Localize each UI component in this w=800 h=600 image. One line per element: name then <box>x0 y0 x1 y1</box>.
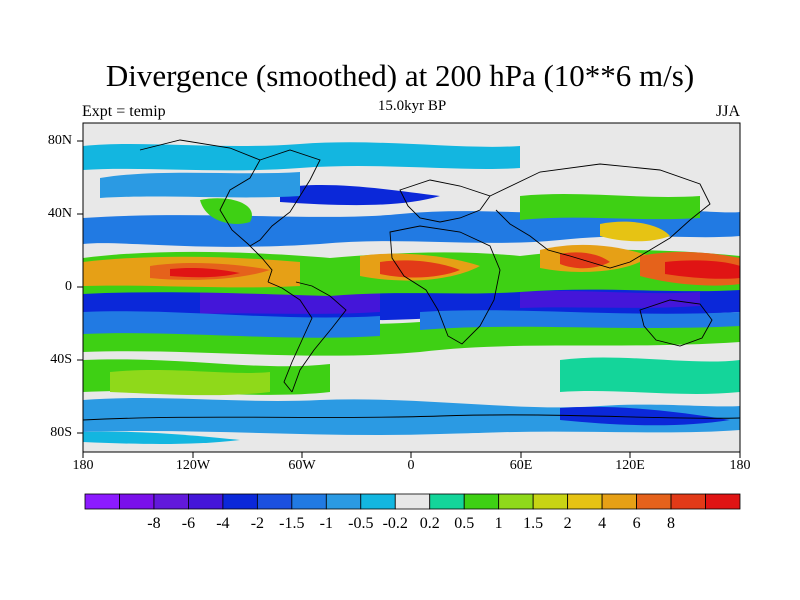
colorbar-box-9 <box>394 493 431 510</box>
subtitle-period: 15.0kyr BP <box>377 98 447 114</box>
colorbar-label-9: 0.5 <box>454 515 474 532</box>
colorbar-label-12: 2 <box>564 515 572 532</box>
colorbar-label-8: 0.2 <box>420 515 440 532</box>
colorbar-box-0 <box>84 493 120 510</box>
coastline-south-america-east <box>291 281 347 393</box>
colorbar-label-6: -0.5 <box>348 515 373 532</box>
colorbar-box-11 <box>463 493 500 510</box>
lat-label-80n: 80N <box>47 133 72 148</box>
colorbar-box-1 <box>119 493 155 510</box>
colorbar-label-14: 6 <box>633 515 641 532</box>
lat-label-0: 0 <box>65 279 72 294</box>
antarctic-neutral <box>83 431 740 452</box>
map-title: Divergence (smoothed) at 200 hPa (10**6 … <box>105 58 695 93</box>
colorbar-box-13 <box>532 493 569 510</box>
colorbar-label-4: -1.5 <box>279 515 304 532</box>
colorbar-box-15 <box>601 493 637 510</box>
colorbar <box>84 493 741 510</box>
coastline-north-america-east <box>249 149 321 247</box>
coastline-north-america-west <box>139 139 273 283</box>
lon-label-60w: 60W <box>288 458 316 473</box>
blue-patch-north-pacific <box>100 172 300 198</box>
lat-ticks <box>77 140 83 434</box>
coastline-australia <box>639 299 713 347</box>
cyan-band-arctic <box>83 142 520 171</box>
lon-ticks <box>82 452 741 458</box>
coastline-europe <box>399 179 491 223</box>
violet-band-indian <box>520 290 700 308</box>
coastline-asia <box>489 163 711 269</box>
colorbar-box-14 <box>567 493 603 510</box>
colorbar-box-5 <box>256 493 293 510</box>
deep-blue-patch-southern-ocean <box>560 406 730 426</box>
lon-label-180e: 180 <box>729 458 751 473</box>
colorbar-label-5: -1 <box>320 515 333 532</box>
red-core-west-pacific <box>665 260 740 279</box>
subtitle-season: JJA <box>715 103 740 120</box>
lat-label-80s: 80S <box>50 425 72 440</box>
blue-band-south-indian <box>420 310 740 330</box>
red-core-africa <box>380 260 460 278</box>
colorbar-label-2: -4 <box>216 515 229 532</box>
subtitle-experiment: Expt = temip <box>82 103 166 120</box>
colorbar-label-7: -0.2 <box>383 515 408 532</box>
colorbar-box-3 <box>188 493 224 510</box>
colorbar-box-12 <box>498 493 534 510</box>
lon-label-120w: 120W <box>175 458 211 473</box>
lon-label-60e: 60E <box>509 458 533 473</box>
colorbar-labels: -8 -6 -4 -2 -1.5 -1 -0.5 -0.2 0.2 0.5 1 1.5 2 4 6 8 <box>147 515 675 532</box>
colorbar-box-10 <box>429 493 465 510</box>
colorbar-label-10: 1 <box>495 515 503 532</box>
violet-band-tropics <box>200 290 380 314</box>
coastlines <box>83 139 740 421</box>
teal-region-south-indian <box>560 357 740 394</box>
lat-label-40s: 40S <box>50 352 72 367</box>
colorbar-box-8 <box>360 493 396 510</box>
colorbar-box-18 <box>705 493 741 510</box>
colorbar-label-11: 1.5 <box>523 515 543 532</box>
lime-patch-south <box>110 370 270 396</box>
colorbar-label-15: 8 <box>667 515 675 532</box>
colorbar-box-17 <box>670 493 706 510</box>
lon-label-180w: 180 <box>72 458 94 473</box>
colorbar-box-4 <box>222 493 258 510</box>
cyan-patch-antarctic <box>83 431 240 444</box>
colorbar-box-6 <box>291 493 327 510</box>
colorbar-box-2 <box>153 493 189 510</box>
colorbar-label-13: 4 <box>598 515 606 532</box>
divergence-field <box>83 123 740 452</box>
coastline-africa <box>389 225 501 345</box>
coastline-south-america-west <box>267 281 313 393</box>
colorbar-box-7 <box>325 493 362 510</box>
green-band-asia <box>520 194 700 220</box>
yellow-patch-china <box>600 221 670 242</box>
lon-label-120e: 120E <box>615 458 645 473</box>
green-patch-north-america <box>200 198 252 224</box>
coastline-antarctica <box>83 414 740 421</box>
lat-label-40n: 40N <box>47 206 72 221</box>
colorbar-label-1: -6 <box>182 515 195 532</box>
deep-blue-patch-north-atlantic <box>280 185 440 206</box>
colorbar-label-0: -8 <box>147 515 160 532</box>
colorbar-label-3: -2 <box>251 515 264 532</box>
colorbar-box-16 <box>636 493 672 510</box>
red-core-east-pacific <box>170 267 240 278</box>
lon-label-0: 0 <box>407 458 415 473</box>
